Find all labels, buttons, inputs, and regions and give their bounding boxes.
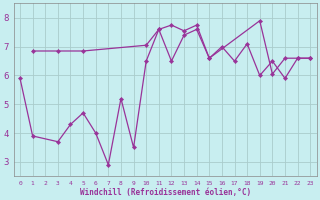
X-axis label: Windchill (Refroidissement éolien,°C): Windchill (Refroidissement éolien,°C) bbox=[80, 188, 251, 197]
